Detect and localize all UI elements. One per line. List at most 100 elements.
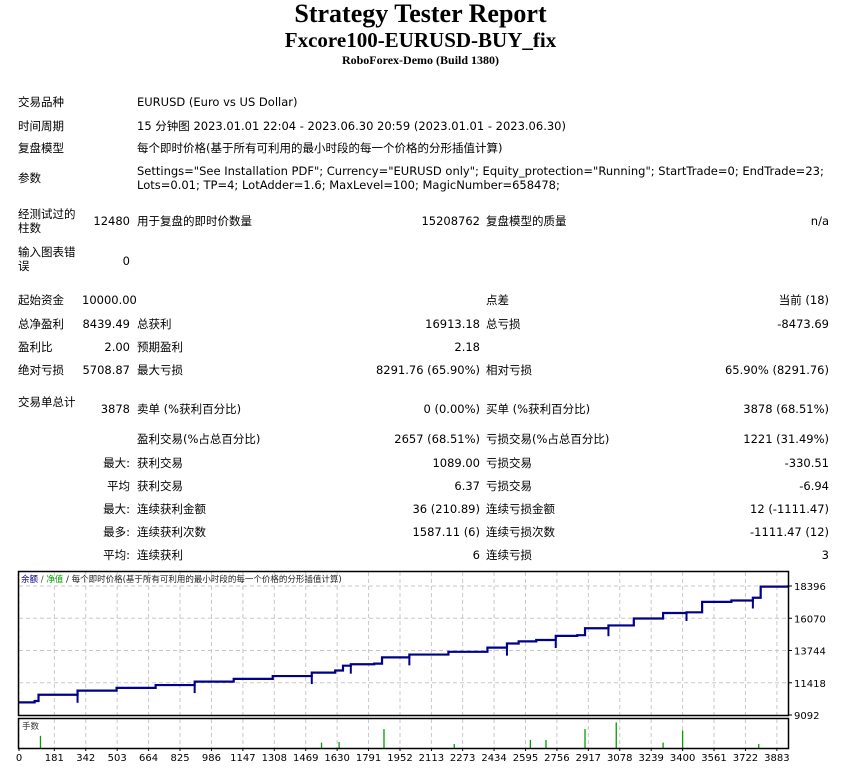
max-cons-losses-label: 连续亏损金额: [486, 502, 555, 516]
svg-text:2273: 2273: [450, 753, 475, 764]
legend-balance: 余额: [21, 574, 39, 585]
svg-text:0: 0: [16, 753, 22, 764]
svg-text:2595: 2595: [513, 753, 538, 764]
deposit-value: 10000.00: [82, 293, 137, 307]
svg-text:3400: 3400: [670, 753, 695, 764]
params-line2: Lots=0.01; TP=4; LotAdder=1.6; MaxLevel=…: [137, 178, 560, 192]
avg-cons-wins-label: 连续获利: [137, 548, 183, 562]
net-profit-value: 8439.49: [82, 317, 130, 331]
max-cons-prefix: 最大:: [103, 502, 130, 516]
loss-trades-label: 亏损交易(%占总百分比): [486, 432, 610, 446]
svg-text:664: 664: [139, 753, 158, 764]
most-cons-loss-value: -1111.47 (12): [750, 525, 829, 539]
svg-text:2756: 2756: [544, 753, 569, 764]
svg-text:342: 342: [76, 753, 95, 764]
volume-plot-frame: [17, 717, 790, 750]
most-cons-loss-label: 连续亏损次数: [486, 525, 555, 539]
volume-bars: [39, 722, 760, 748]
gross-loss-value: -8473.69: [777, 317, 829, 331]
svg-text:986: 986: [202, 753, 221, 764]
average-loss-label: 亏损交易: [486, 479, 532, 493]
expert-name: Fxcore100-EURUSD-BUY_fix: [284, 28, 557, 52]
ticks-label: 用于复盘的即时价数量: [137, 214, 252, 228]
model-label: 复盘模型: [18, 141, 64, 155]
symbol-value: EURUSD (Euro vs US Dollar): [137, 95, 298, 109]
profit-trades-label: 盈利交易(%占总百分比): [137, 432, 261, 446]
quality-value: n/a: [810, 214, 829, 228]
svg-text:3239: 3239: [638, 753, 663, 764]
svg-text:181: 181: [45, 753, 64, 764]
svg-text:16070: 16070: [794, 614, 826, 625]
svg-text:11418: 11418: [794, 679, 826, 690]
avg-cons-losses-label: 连续亏损: [486, 548, 532, 562]
spread-label: 点差: [486, 293, 509, 307]
short-label: 卖单 (%获利百分比): [137, 402, 242, 416]
params-label: 参数: [18, 171, 41, 185]
profit-factor-label: 盈利比: [18, 340, 53, 354]
svg-text:825: 825: [170, 753, 189, 764]
y-axis-ticks: 18396 16070 13744 11418 9092: [788, 582, 826, 722]
average-profit-label: 获利交易: [137, 479, 183, 493]
average-profit-value: 6.37: [454, 479, 480, 493]
chart-legend: 余额 / 净值 / 每个即时价格(基于所有可利用的最小时段的每一个价格的分形插值…: [21, 574, 342, 585]
period-value: 15 分钟图 2023.01.01 22:04 - 2023.06.30 20:…: [137, 119, 566, 133]
largest-prefix: 最大:: [103, 456, 130, 470]
period-label: 时间周期: [18, 119, 64, 133]
largest-profit-value: 1089.00: [432, 456, 480, 470]
largest-loss-value: -330.51: [784, 456, 829, 470]
params-line1: Settings="See Installation PDF"; Currenc…: [137, 164, 824, 178]
max-cons-losses-value: 12 (-1111.47): [750, 502, 829, 516]
legend-equity: 净值: [46, 574, 64, 585]
deposit-label: 起始资金: [18, 293, 64, 307]
main-plot-frame: [17, 570, 790, 717]
most-cons-profit-label: 连续获利次数: [137, 525, 206, 539]
total-trades-label: 交易单总计: [18, 395, 76, 409]
max-cons-wins-label: 连续获利金额: [137, 502, 206, 516]
svg-text:503: 503: [108, 753, 127, 764]
total-trades-value: 3878: [100, 402, 130, 416]
expected-payoff-label: 预期盈利: [137, 340, 183, 354]
net-profit-label: 总净盈利: [18, 317, 64, 331]
server-build: RoboForex-Demo (Build 1380): [341, 53, 500, 67]
short-value: 0 (0.00%): [423, 402, 480, 416]
loss-trades-value: 1221 (31.49%): [743, 432, 829, 446]
abs-drawdown-value: 5708.87: [82, 363, 130, 377]
balance-chart: 余额 / 净值 / 每个即时价格(基于所有可利用的最小时段的每一个价格的分形插值…: [16, 570, 826, 764]
max-drawdown-label: 最大亏损: [137, 363, 183, 377]
svg-text:1469: 1469: [293, 753, 318, 764]
largest-loss-label: 亏损交易: [486, 456, 532, 470]
average-prefix: 平均: [107, 479, 130, 493]
gross-profit-label: 总获利: [137, 317, 172, 331]
avg-cons-wins-value: 6: [472, 548, 480, 562]
largest-profit-label: 获利交易: [137, 456, 183, 470]
svg-text:3078: 3078: [607, 753, 632, 764]
rel-drawdown-label: 相对亏损: [486, 363, 532, 377]
svg-text:18396: 18396: [794, 582, 826, 593]
ticks-value: 15208762: [421, 214, 480, 228]
svg-text:1308: 1308: [262, 753, 287, 764]
svg-text:1147: 1147: [230, 753, 255, 764]
profit-factor-value: 2.00: [104, 340, 130, 354]
spread-value: 当前 (18): [778, 293, 829, 307]
svg-text:1791: 1791: [356, 753, 381, 764]
chart-grid: [18, 572, 788, 748]
svg-text:9092: 9092: [794, 711, 819, 722]
errors-label: 输入图表错误: [18, 245, 76, 273]
svg-text:2434: 2434: [481, 753, 506, 764]
profit-trades-value: 2657 (68.51%): [394, 432, 480, 446]
bars-label: 经测试过的柱数: [18, 207, 76, 235]
long-label: 买单 (%获利百分比): [486, 402, 591, 416]
avg-cons-losses-value: 3: [821, 548, 829, 562]
symbol-label: 交易品种: [18, 95, 64, 109]
most-cons-prefix: 最多:: [103, 525, 130, 539]
errors-value: 0: [122, 254, 130, 268]
volume-label: 手数: [22, 721, 40, 732]
x-axis-ticks: 0 181 342 503 664 825 986 1147 1308 1469 1630 1791 1…: [16, 748, 790, 764]
svg-text:1952: 1952: [387, 753, 412, 764]
gross-profit-value: 16913.18: [425, 317, 480, 331]
long-value: 3878 (68.51%): [743, 402, 829, 416]
abs-drawdown-label: 绝对亏损: [18, 363, 64, 377]
svg-text:3722: 3722: [733, 753, 758, 764]
legend-model: / 每个即时价格(基于所有可利用的最小时段的每一个价格的分形插值计算): [63, 574, 341, 585]
svg-text:13744: 13744: [794, 647, 826, 658]
